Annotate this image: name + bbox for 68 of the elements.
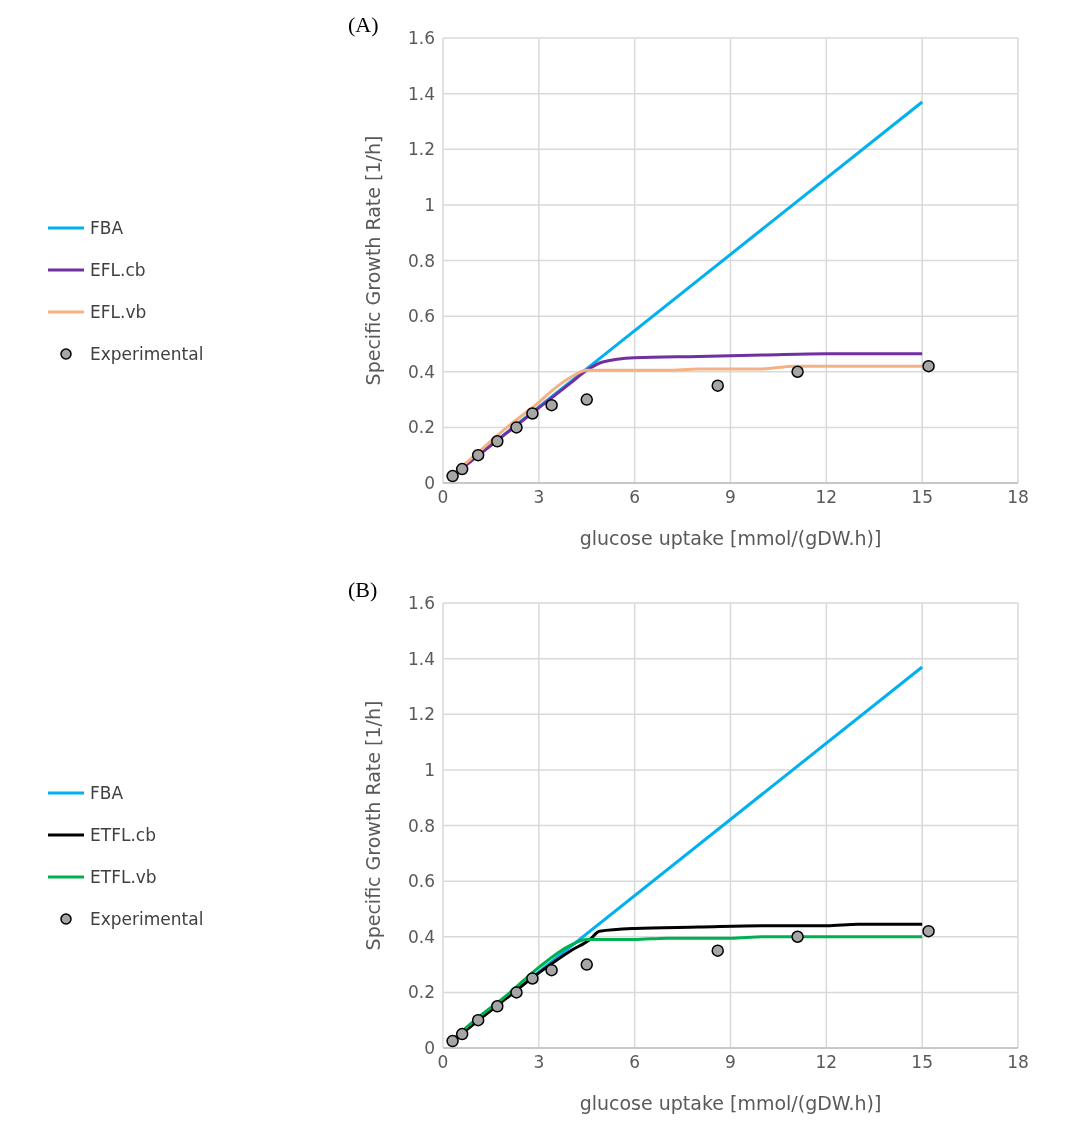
x-axis-title: glucose uptake [mmol/(gDW.h)] xyxy=(579,1092,882,1114)
x-tick-label: 12 xyxy=(815,487,838,508)
point xyxy=(580,393,593,406)
y-tick-label: 1.2 xyxy=(407,704,435,725)
legend-label: ETFL.vb xyxy=(90,866,157,887)
y-tick-label: 0.2 xyxy=(407,982,435,1003)
chart-title: (B) xyxy=(348,577,378,602)
point xyxy=(526,407,539,420)
legend-label: EFL.vb xyxy=(90,301,147,322)
y-tick-label: 0.4 xyxy=(407,926,435,947)
point xyxy=(455,1027,469,1041)
x-tick-label: 18 xyxy=(1007,1052,1029,1073)
point xyxy=(471,448,485,462)
legend-label: ETFL.cb xyxy=(90,824,156,845)
y-axis-title: Specific Growth Rate [1/h] xyxy=(361,135,384,386)
x-tick-label: 9 xyxy=(725,1052,736,1073)
legend-label: EFL.cb xyxy=(90,259,146,280)
y-tick-label: 0.8 xyxy=(407,250,435,271)
y-tick-label: 1 xyxy=(424,759,435,780)
chart-title: (A) xyxy=(348,12,379,37)
point xyxy=(580,958,593,971)
legend-label: Experimental xyxy=(90,908,204,929)
y-tick-label: 1.6 xyxy=(407,28,435,49)
x-tick-label: 3 xyxy=(533,1052,545,1073)
point xyxy=(491,435,504,448)
point xyxy=(545,963,558,977)
point xyxy=(471,1013,485,1027)
y-axis-title: Specific Growth Rate [1/h] xyxy=(361,700,384,951)
y-tick-label: 1.4 xyxy=(407,648,435,669)
y-tick-label: 0.4 xyxy=(407,361,435,382)
y-tick-label: 0 xyxy=(424,1038,435,1059)
point xyxy=(510,986,523,999)
legend-label: Experimental xyxy=(90,343,204,364)
y-tick-label: 0 xyxy=(424,473,435,494)
point xyxy=(455,462,469,476)
x-tick-label: 6 xyxy=(629,1052,641,1073)
point xyxy=(545,398,558,412)
x-tick-label: 3 xyxy=(533,487,545,508)
x-tick-label: 12 xyxy=(815,1052,838,1073)
point xyxy=(922,924,935,938)
y-tick-label: 1.2 xyxy=(407,139,435,160)
y-tick-label: 0.2 xyxy=(407,417,435,438)
point xyxy=(510,421,523,434)
legend-label: FBA xyxy=(90,782,124,803)
x-tick-label: 18 xyxy=(1007,487,1029,508)
x-tick-label: 0 xyxy=(437,487,449,508)
point xyxy=(922,359,935,373)
y-tick-label: 0.6 xyxy=(407,871,435,892)
x-tick-label: 15 xyxy=(911,1052,933,1073)
point xyxy=(711,379,724,392)
y-tick-label: 0.6 xyxy=(407,306,435,327)
point xyxy=(491,1000,504,1013)
point xyxy=(446,469,459,483)
y-tick-label: 1 xyxy=(424,194,435,215)
y-tick-label: 0.8 xyxy=(407,815,435,836)
point xyxy=(791,930,804,943)
legend-label: FBA xyxy=(90,217,124,238)
point xyxy=(446,1034,459,1048)
x-tick-label: 6 xyxy=(629,487,641,508)
x-tick-label: 0 xyxy=(437,1052,449,1073)
y-tick-label: 1.4 xyxy=(407,83,435,104)
y-tick-label: 1.6 xyxy=(407,593,435,614)
x-tick-label: 15 xyxy=(911,487,933,508)
point xyxy=(791,365,804,378)
point xyxy=(711,944,724,957)
x-tick-label: 9 xyxy=(725,487,736,508)
point xyxy=(526,972,539,985)
x-axis-title: glucose uptake [mmol/(gDW.h)] xyxy=(579,527,882,549)
